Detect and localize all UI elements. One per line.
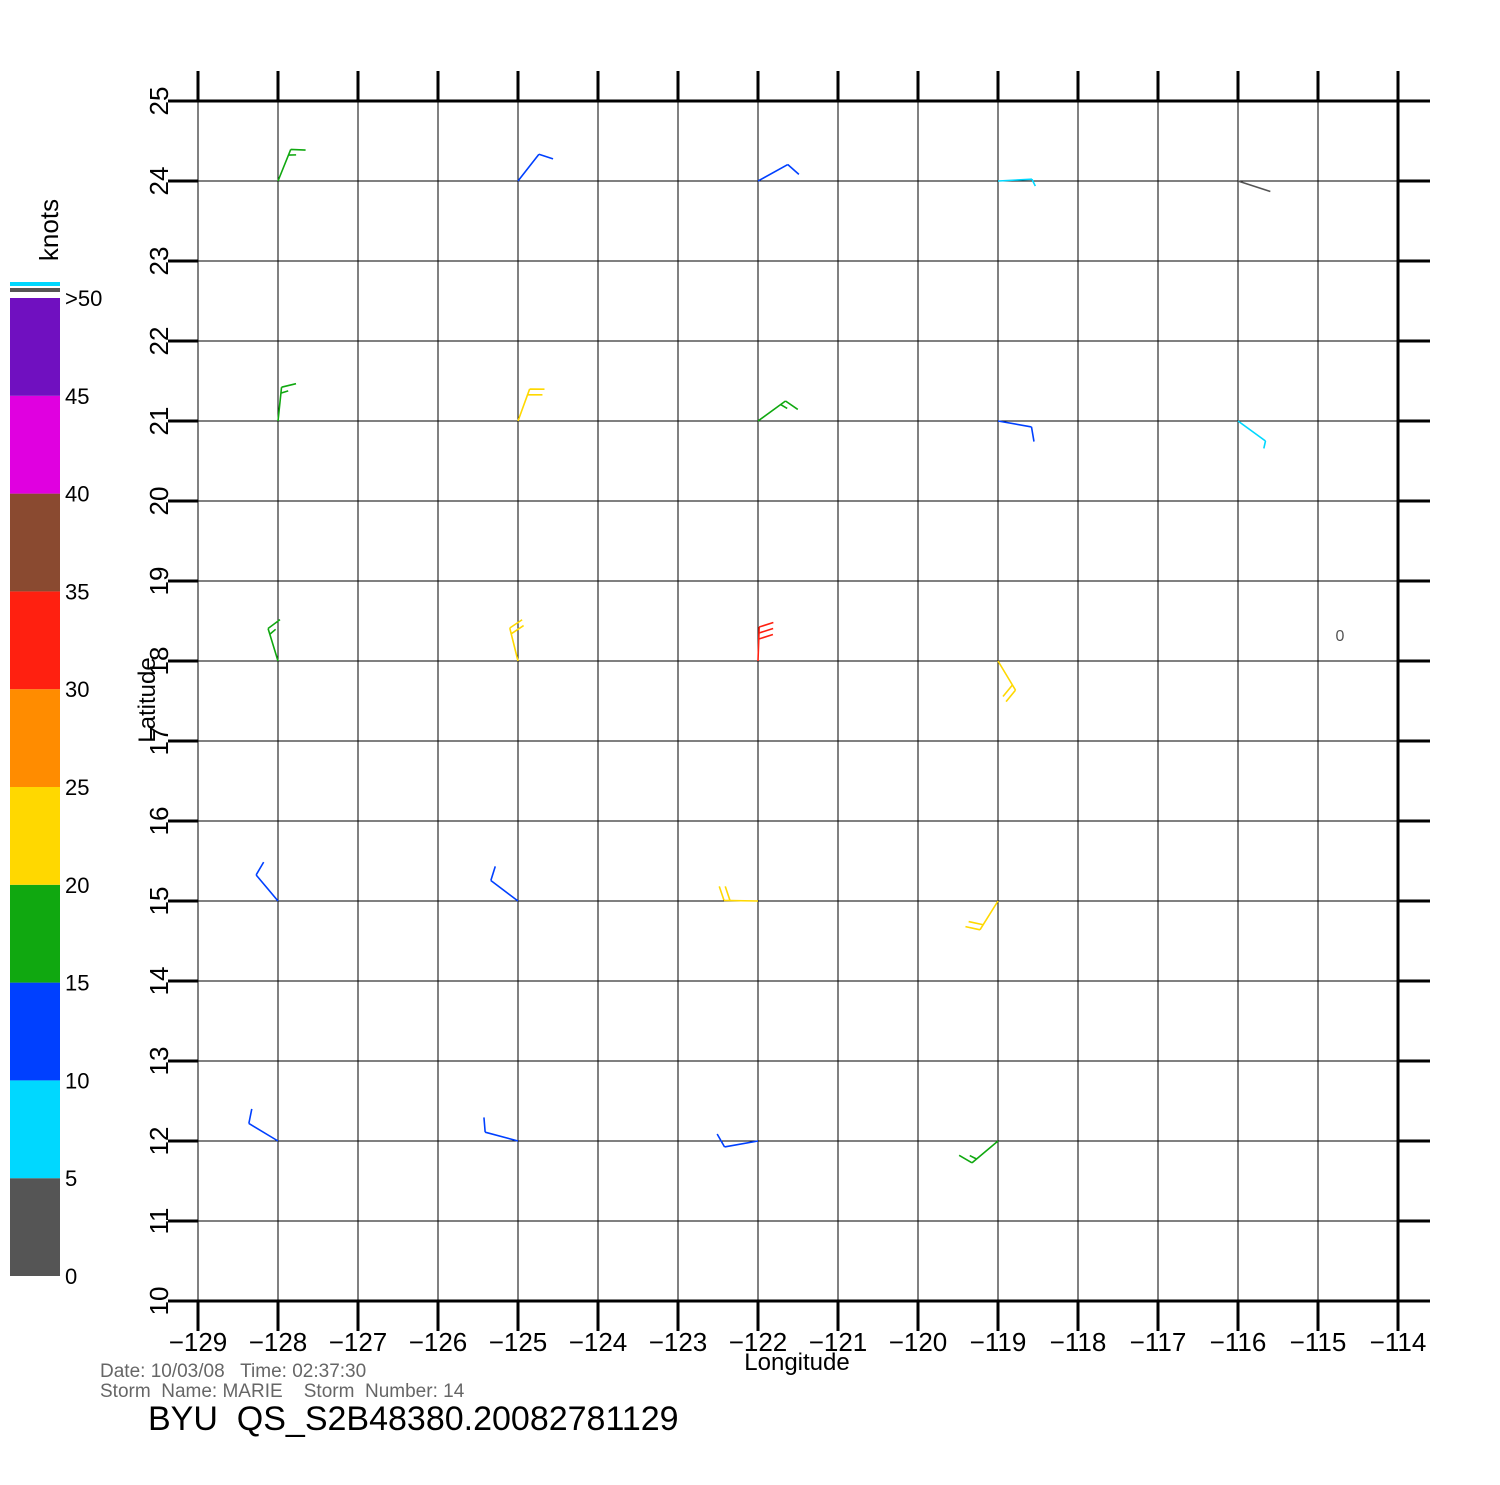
wind-barb	[958, 1140, 999, 1164]
wind-barb	[718, 886, 759, 902]
colorbar-tick-label: 30	[65, 677, 89, 702]
x-tick-label: −124	[569, 1327, 628, 1357]
wind-barb	[965, 900, 999, 931]
x-tick-label: −123	[649, 1327, 708, 1357]
colorbar-tick-label: 40	[65, 482, 89, 507]
wind-barb	[757, 400, 799, 422]
x-tick-label: −115	[1290, 1327, 1347, 1357]
x-tick-label: −117	[1130, 1327, 1187, 1357]
y-tick-label: 15	[144, 887, 174, 916]
colorbar-cap	[10, 288, 60, 292]
wind-barb	[997, 178, 1037, 187]
wind-barb	[248, 1108, 279, 1142]
y-tick-label: 22	[144, 327, 174, 356]
colorbar-cap	[10, 282, 60, 286]
x-tick-label: −125	[489, 1327, 548, 1357]
annotation: 0	[1336, 628, 1345, 645]
x-tick-label: −119	[970, 1327, 1027, 1357]
y-tick-label: 16	[144, 807, 174, 836]
x-tick-label: −128	[249, 1327, 308, 1357]
y-tick-label: 14	[144, 967, 174, 996]
wind-barb	[716, 1133, 759, 1148]
x-axis-label: Longitude	[744, 1349, 849, 1376]
x-tick-label: −127	[329, 1327, 388, 1357]
colorbar-tick-label: 45	[65, 384, 89, 409]
y-tick-label: 23	[144, 247, 174, 276]
colorbar-tick-label: >50	[65, 286, 102, 311]
wind-barb	[997, 660, 1017, 703]
colorbar-tick-label: 20	[65, 873, 89, 898]
y-tick-label: 10	[144, 1287, 174, 1316]
colorbar-segment	[10, 787, 60, 885]
y-tick-label: 24	[144, 167, 174, 196]
wind-barb	[757, 163, 800, 182]
colorbar-tick-label: 10	[65, 1068, 89, 1093]
x-tick-label: −120	[889, 1327, 948, 1357]
colorbar-segment	[10, 395, 60, 494]
wind-barb	[277, 382, 297, 422]
wind-barb	[277, 148, 306, 182]
x-tick-label: −121	[809, 1327, 868, 1357]
y-tick-label: 11	[144, 1208, 174, 1235]
wind-barb	[997, 420, 1035, 442]
footer-file: BYU QS_S2B48380.20082781129	[148, 1400, 679, 1438]
wind-barb	[490, 866, 519, 902]
wind-barb	[1237, 180, 1271, 193]
footer-date: Date: 10/03/08 Time: 02:37:30	[100, 1361, 366, 1382]
y-tick-label: 21	[144, 407, 174, 436]
colorbar-tick-label: 0	[65, 1264, 77, 1289]
colorbar-label: knots	[34, 199, 64, 261]
x-tick-label: −116	[1210, 1327, 1267, 1357]
footer-storm: Storm Name: MARIE Storm Number: 14	[100, 1381, 465, 1402]
y-tick-label: 20	[144, 487, 174, 516]
y-tick-label: 12	[144, 1127, 174, 1156]
colorbar-segment	[10, 884, 60, 983]
x-tick-label: −118	[1050, 1327, 1107, 1357]
y-tick-label: 19	[144, 567, 174, 596]
colorbar-segment	[10, 982, 60, 1081]
wind-barb	[757, 621, 774, 662]
colorbar-tick-label: 5	[65, 1166, 77, 1191]
colorbar-segment	[10, 1178, 60, 1276]
y-tick-label: 13	[144, 1047, 174, 1076]
colorbar-tick-label: 25	[65, 775, 89, 800]
colorbar-segment	[10, 298, 60, 396]
x-tick-label: −114	[1370, 1327, 1427, 1357]
y-axis-label: Latitude	[134, 657, 161, 742]
wind-barb	[517, 388, 545, 422]
x-tick-label: −122	[729, 1327, 788, 1357]
y-tick-label: 17	[144, 727, 174, 756]
wind-barb	[483, 1117, 519, 1142]
wind-barb	[1237, 420, 1267, 449]
wind-barb	[508, 619, 525, 662]
x-tick-label: −126	[409, 1327, 468, 1357]
wind-barb	[517, 153, 554, 182]
y-tick-label: 25	[144, 87, 174, 116]
y-tick-label: 18	[144, 647, 174, 676]
wind-barb	[267, 618, 281, 662]
colorbar-segment	[10, 689, 60, 787]
colorbar-tick-label: 15	[65, 971, 89, 996]
wind-barb	[255, 861, 279, 902]
colorbar-tick-label: 35	[65, 579, 89, 604]
colorbar-segment	[10, 493, 60, 592]
x-tick-label: −129	[169, 1327, 228, 1357]
colorbar-segment	[10, 1080, 60, 1179]
colorbar-segment	[10, 591, 60, 690]
